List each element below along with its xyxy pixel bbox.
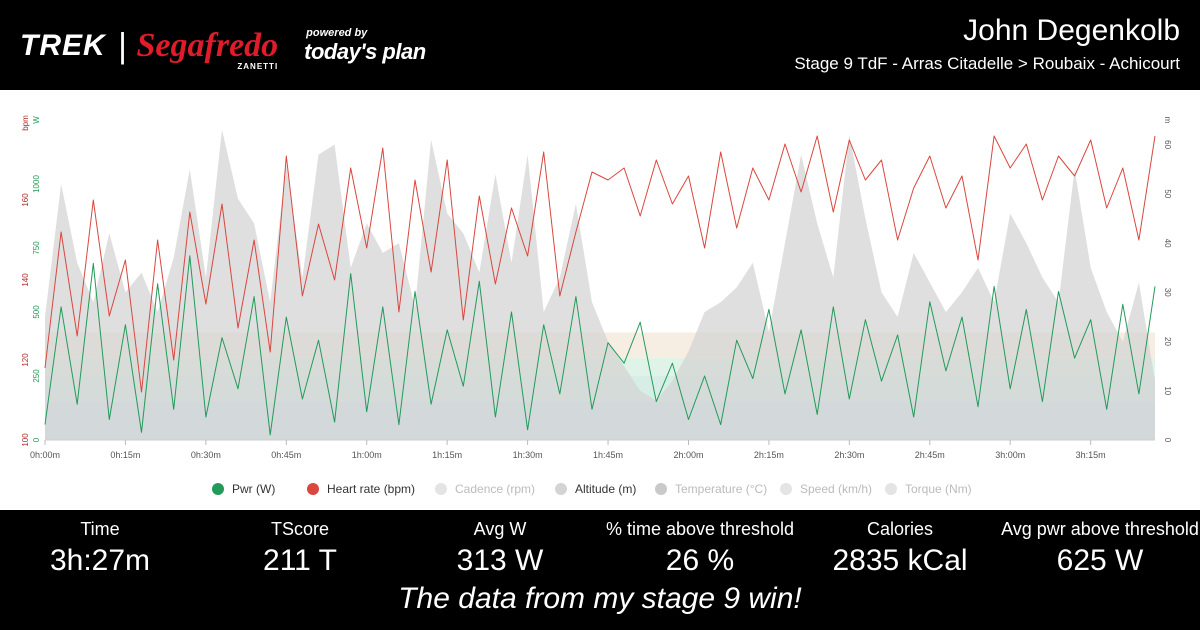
altitude-axis-unit: m (1163, 117, 1172, 124)
legend-label: Speed (km/h) (800, 482, 872, 496)
legend-swatch-icon (780, 483, 792, 495)
power-tick-label: 750 (32, 241, 41, 255)
stat-tscore: TScore 211 T (200, 518, 400, 580)
ride-chart: 0h:00m 0h:15m 0h:30m 0h:45m 1h:00m 1h:15m 1h:3… (21, 115, 1172, 496)
stat-time: Time 3h:27m (0, 518, 200, 580)
stat-label: % time above threshold (605, 519, 795, 539)
legend-swatch-icon (435, 483, 447, 495)
x-tick-label: 2h:45m (915, 450, 945, 460)
x-tick-label: 1h:45m (593, 450, 623, 460)
power-layer (44, 255, 1156, 436)
x-tick-label: 1h:30m (513, 450, 543, 460)
stat-calories: Calories 2835 kCal (800, 518, 1000, 580)
x-tick-label: 2h:15m (754, 450, 784, 460)
hr-tick-label: 160 (21, 193, 30, 207)
brand-logos: TREK | Segafredo ZANETTI powered by toda… (20, 18, 426, 74)
zanetti-wordmark: ZANETTI (237, 62, 279, 71)
altitude-tick-label: 10 (1163, 386, 1172, 395)
heart-rate-line (44, 135, 1156, 393)
hr-tick-label: 120 (21, 353, 30, 367)
axes: 0h:00m 0h:15m 0h:30m 0h:45m 1h:00m 1h:15m 1h:3… (21, 115, 1172, 460)
todays-plan-wordmark: today's plan (304, 39, 426, 64)
stat-label: Avg pwr above threshold (1001, 519, 1199, 539)
x-tick-label: 2h:00m (673, 450, 703, 460)
stat-value: 2835 kCal (832, 544, 968, 577)
stat-value: 313 W (456, 544, 544, 577)
stat-value: 211 T (263, 544, 337, 577)
stat-value: 3h:27m (49, 544, 151, 577)
legend-item[interactable]: Heart rate (bpm) (307, 482, 415, 496)
legend-label: Torque (Nm) (905, 482, 972, 496)
stat-label: Avg W (473, 519, 527, 539)
todays-plan-logo: powered by today's plan (304, 27, 426, 65)
trek-logo: TREK (20, 29, 106, 62)
x-tick-label: 0h:00m (30, 450, 60, 460)
stage-title: Stage 9 TdF - Arras Citadelle > Roubaix … (794, 54, 1180, 73)
altitude-tick-label: 30 (1163, 288, 1172, 297)
chart-panel: 0h:00m 0h:15m 0h:30m 0h:45m 1h:00m 1h:15m 1h:3… (0, 90, 1200, 510)
legend[interactable]: Pwr (W) Heart rate (bpm) Cadence (rpm) Alti… (212, 482, 972, 496)
legend-item[interactable]: Temperature (°C) (655, 482, 767, 496)
power-tick-label: 1000 (32, 175, 41, 193)
legend-label: Pwr (W) (232, 482, 275, 496)
x-tick-label: 3h:00m (995, 450, 1025, 460)
legend-swatch-icon (655, 483, 667, 495)
x-tick-label: 0h:30m (191, 450, 221, 460)
power-tick-label: 0 (32, 437, 41, 442)
rider-name: John Degenkolb (963, 14, 1180, 47)
x-tick-label: 0h:45m (271, 450, 301, 460)
x-tick-label: 3h:15m (1076, 450, 1106, 460)
heart-rate-layer (44, 135, 1156, 393)
stat-avg-power: Avg W 313 W (400, 518, 600, 580)
legend-item[interactable]: Pwr (W) (212, 482, 275, 496)
header: TREK | Segafredo ZANETTI powered by toda… (0, 0, 1200, 90)
x-tick-label: 2h:30m (834, 450, 864, 460)
altitude-tick-label: 50 (1163, 189, 1172, 198)
legend-label: Temperature (°C) (675, 482, 767, 496)
legend-label: Heart rate (bpm) (327, 482, 415, 496)
stat-label: Calories (866, 519, 934, 539)
segafredo-logo: Segafredo ZANETTI (136, 27, 279, 71)
power-tick-label: 250 (32, 369, 41, 383)
altitude-tick-label: 0 (1163, 438, 1172, 443)
power-line (44, 255, 1156, 436)
legend-label: Cadence (rpm) (455, 482, 535, 496)
stat-time-above-threshold: % time above threshold 26 % (600, 518, 800, 580)
brand-separator: | (117, 26, 127, 65)
x-tick-label: 0h:15m (110, 450, 140, 460)
stat-value: 26 % (665, 544, 735, 577)
legend-item[interactable]: Altitude (m) (555, 482, 636, 496)
stat-label: TScore (270, 519, 330, 539)
legend-swatch-icon (555, 483, 567, 495)
legend-item[interactable]: Speed (km/h) (780, 482, 872, 496)
stat-label: Time (80, 519, 120, 539)
segafredo-wordmark: Segafredo (136, 27, 279, 64)
hr-tick-label: 140 (21, 273, 30, 287)
x-tick-label: 1h:00m (352, 450, 382, 460)
power-axis-unit: W (32, 116, 41, 124)
stat-avg-power-above-threshold: Avg pwr above threshold 625 W (1000, 518, 1200, 580)
altitude-tick-label: 40 (1163, 239, 1172, 248)
hr-tick-label: 100 (21, 433, 30, 447)
hr-axis-unit: bpm (21, 115, 30, 131)
legend-swatch-icon (307, 483, 319, 495)
powered-by-text: powered by (306, 27, 368, 39)
caption: The data from my stage 9 win! (398, 582, 802, 615)
power-tick-label: 500 (32, 305, 41, 319)
legend-swatch-icon (885, 483, 897, 495)
legend-item[interactable]: Cadence (rpm) (435, 482, 535, 496)
stats-bar: Time 3h:27m TScore 211 T Avg W 313 W % t… (0, 510, 1200, 630)
legend-swatch-icon (212, 483, 224, 495)
x-tick-label: 1h:15m (432, 450, 462, 460)
altitude-tick-label: 60 (1163, 140, 1172, 149)
legend-item[interactable]: Torque (Nm) (885, 482, 972, 496)
legend-label: Altitude (m) (575, 482, 636, 496)
altitude-tick-label: 20 (1163, 337, 1172, 346)
stat-value: 625 W (1056, 544, 1144, 577)
